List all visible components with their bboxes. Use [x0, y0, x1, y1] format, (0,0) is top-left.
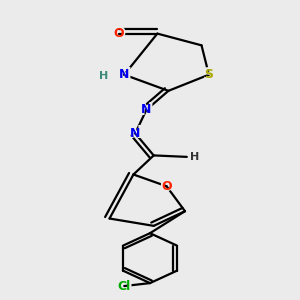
Text: O: O: [112, 25, 126, 43]
Text: S: S: [203, 66, 215, 84]
Text: O: O: [161, 180, 172, 193]
Text: N: N: [130, 127, 140, 140]
Text: N: N: [119, 68, 129, 81]
Text: O: O: [113, 27, 124, 40]
Text: N: N: [128, 124, 142, 142]
Text: H: H: [99, 71, 109, 81]
Text: O: O: [159, 177, 174, 195]
Text: N: N: [140, 101, 153, 119]
Text: S: S: [204, 68, 213, 81]
Text: H: H: [190, 152, 200, 162]
Text: N: N: [117, 66, 131, 84]
Text: N: N: [141, 103, 152, 116]
Text: Cl: Cl: [118, 280, 131, 292]
Text: Cl: Cl: [115, 277, 133, 295]
